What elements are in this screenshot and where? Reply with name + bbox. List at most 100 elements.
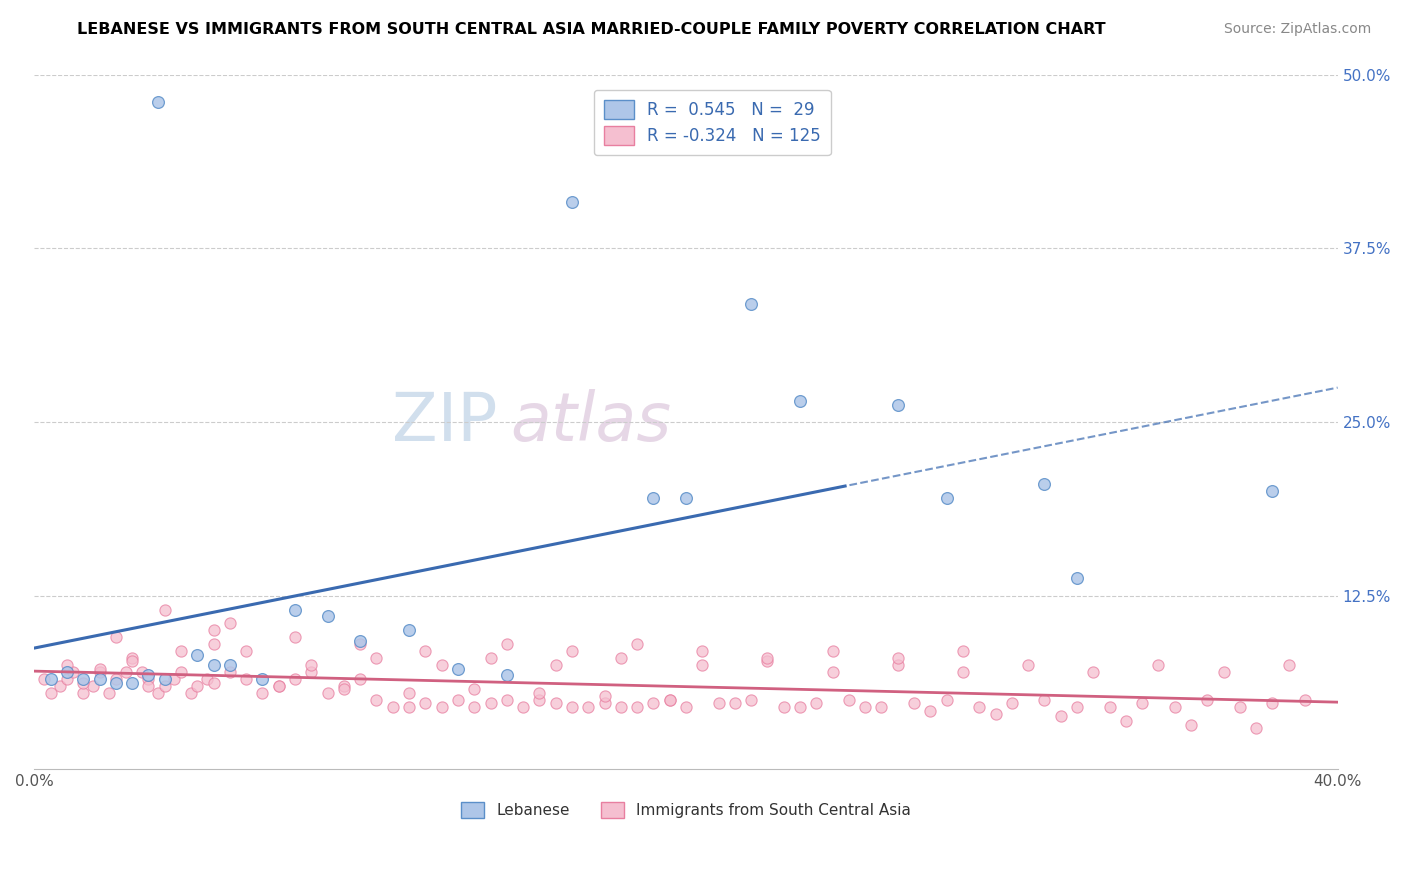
Point <box>202 624 225 638</box>
Point <box>495 668 517 682</box>
Point <box>1261 696 1284 710</box>
Point <box>398 624 420 638</box>
Point <box>740 297 762 311</box>
Point <box>1229 699 1251 714</box>
Point <box>967 699 990 714</box>
Text: ZIP: ZIP <box>392 389 498 455</box>
Point <box>544 696 567 710</box>
Point <box>1033 477 1056 491</box>
Point <box>104 630 127 644</box>
Point <box>626 637 648 651</box>
Point <box>138 668 160 682</box>
Point <box>789 699 811 714</box>
Point <box>952 665 974 679</box>
Point <box>349 634 371 648</box>
Point <box>138 679 160 693</box>
Point <box>838 693 860 707</box>
Point <box>186 648 208 663</box>
Point <box>1130 696 1153 710</box>
Point <box>495 637 517 651</box>
Point <box>235 644 257 658</box>
Point <box>72 676 94 690</box>
Point <box>529 686 551 700</box>
Point <box>138 672 160 686</box>
Point <box>1083 665 1105 679</box>
Point <box>186 679 208 693</box>
Point <box>98 686 121 700</box>
Point <box>561 699 583 714</box>
Point <box>82 679 104 693</box>
Point <box>887 398 910 412</box>
Point <box>1098 699 1121 714</box>
Point <box>675 491 697 506</box>
Point <box>366 693 388 707</box>
Point <box>821 644 844 658</box>
Point <box>333 679 356 693</box>
Point <box>756 654 779 668</box>
Point <box>903 696 925 710</box>
Point <box>163 672 186 686</box>
Text: atlas: atlas <box>510 389 671 455</box>
Point <box>218 658 240 673</box>
Point <box>284 672 307 686</box>
Point <box>561 644 583 658</box>
Point <box>170 644 193 658</box>
Point <box>479 696 502 710</box>
Point <box>299 658 322 673</box>
Point <box>72 686 94 700</box>
Point <box>935 491 957 506</box>
Point <box>1261 484 1284 499</box>
Point <box>772 699 794 714</box>
Point <box>643 491 665 506</box>
Point <box>284 630 307 644</box>
Point <box>267 679 290 693</box>
Point <box>415 644 437 658</box>
Point <box>153 672 176 686</box>
Point <box>707 696 730 710</box>
Point <box>1049 709 1071 723</box>
Point <box>121 676 143 690</box>
Point <box>62 665 84 679</box>
Point <box>887 658 910 673</box>
Text: Source: ZipAtlas.com: Source: ZipAtlas.com <box>1223 22 1371 37</box>
Point <box>724 696 747 710</box>
Point <box>529 693 551 707</box>
Point <box>121 654 143 668</box>
Point <box>299 665 322 679</box>
Point <box>626 699 648 714</box>
Point <box>56 672 79 686</box>
Point <box>415 696 437 710</box>
Point <box>349 637 371 651</box>
Point <box>56 658 79 673</box>
Point <box>195 672 218 686</box>
Point <box>218 665 240 679</box>
Point <box>610 699 633 714</box>
Point <box>381 699 404 714</box>
Point <box>1180 718 1202 732</box>
Point <box>692 644 714 658</box>
Legend: Lebanese, Immigrants from South Central Asia: Lebanese, Immigrants from South Central … <box>456 796 917 824</box>
Point <box>1164 699 1187 714</box>
Point <box>170 665 193 679</box>
Point <box>89 672 111 686</box>
Point <box>56 665 79 679</box>
Point <box>39 672 62 686</box>
Point <box>252 672 274 686</box>
Point <box>430 658 453 673</box>
Point <box>495 693 517 707</box>
Point <box>398 699 420 714</box>
Point <box>104 672 127 686</box>
Point <box>32 672 55 686</box>
Point <box>675 699 697 714</box>
Point <box>920 704 942 718</box>
Point <box>1033 693 1056 707</box>
Point <box>756 651 779 665</box>
Point <box>870 699 893 714</box>
Point <box>39 686 62 700</box>
Point <box>235 672 257 686</box>
Point <box>202 676 225 690</box>
Text: LEBANESE VS IMMIGRANTS FROM SOUTH CENTRAL ASIA MARRIED-COUPLE FAMILY POVERTY COR: LEBANESE VS IMMIGRANTS FROM SOUTH CENTRA… <box>77 22 1107 37</box>
Point <box>1147 658 1170 673</box>
Point <box>131 665 153 679</box>
Point <box>49 679 72 693</box>
